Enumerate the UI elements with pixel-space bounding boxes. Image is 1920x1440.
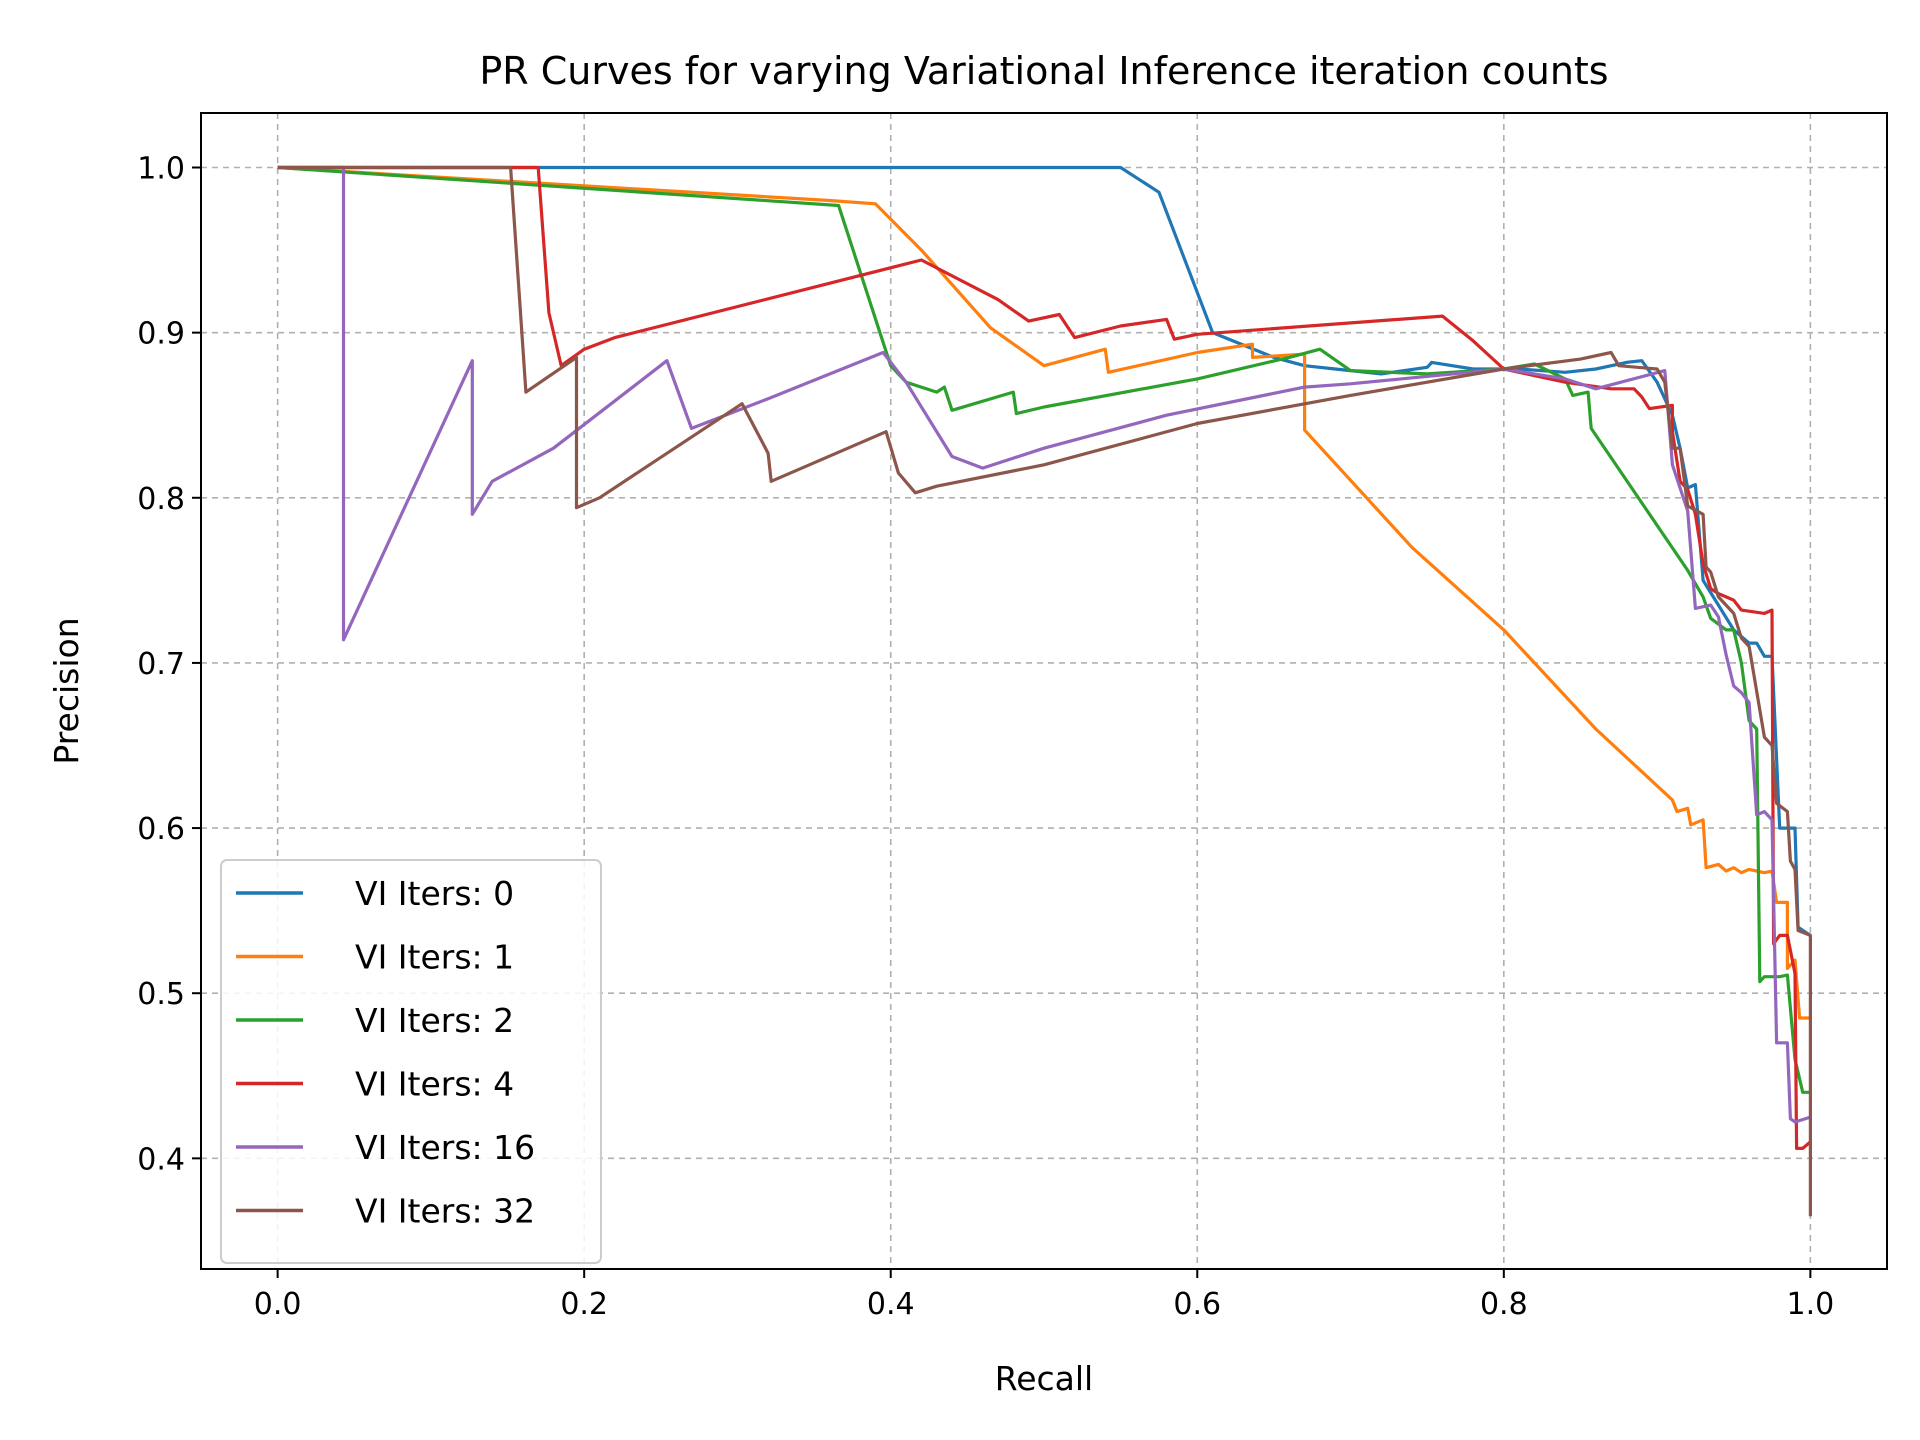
legend-label-2: VI Iters: 2 <box>355 1001 514 1040</box>
legend-label-3: VI Iters: 4 <box>355 1065 514 1104</box>
y-axis-label: Precision <box>47 617 86 764</box>
series-line-4 <box>277 165 1811 1124</box>
x-tick-label: 0.8 <box>1480 1287 1528 1322</box>
series-line-3 <box>277 165 1812 1151</box>
series-line-0 <box>277 165 1812 937</box>
legend-box <box>220 859 602 1264</box>
x-tick-label: 0.0 <box>254 1287 302 1322</box>
y-tick-label: 0.6 <box>137 812 185 847</box>
legend-label-0: VI Iters: 0 <box>355 874 514 913</box>
y-tick-label: 1.0 <box>137 151 185 186</box>
y-tick-label: 0.9 <box>137 317 185 352</box>
x-tick-label: 0.6 <box>1173 1287 1221 1322</box>
legend: VI Iters: 0 VI Iters: 1 VI Iters: 2 VI Iter… <box>220 859 602 1264</box>
legend-label-1: VI Iters: 1 <box>355 938 514 977</box>
plot-frame <box>200 112 1888 1270</box>
chart-title: PR Curves for varying Variational Infere… <box>479 49 1608 93</box>
x-tick-label: 0.4 <box>867 1287 915 1322</box>
series-line-2 <box>277 165 1811 1094</box>
axis-ticks: 0.0 0.2 0.4 0.6 0.8 1.0 0.4 0.5 0.6 0.7 0.8 0.9 1.0 <box>137 151 1834 1322</box>
legend-label-5: VI Iters: 32 <box>355 1192 535 1231</box>
x-axis-label: Recall <box>995 1359 1093 1398</box>
legend-label-4: VI Iters: 16 <box>355 1128 535 1167</box>
y-tick-label: 0.7 <box>137 647 185 682</box>
series-line-5 <box>277 165 1813 1217</box>
y-tick-label: 0.8 <box>137 482 185 517</box>
x-tick-label: 1.0 <box>1787 1287 1835 1322</box>
x-tick-label: 0.2 <box>560 1287 608 1322</box>
y-tick-label: 0.5 <box>137 977 185 1012</box>
series-lines <box>277 165 1813 1217</box>
y-tick-label: 0.4 <box>137 1142 185 1177</box>
